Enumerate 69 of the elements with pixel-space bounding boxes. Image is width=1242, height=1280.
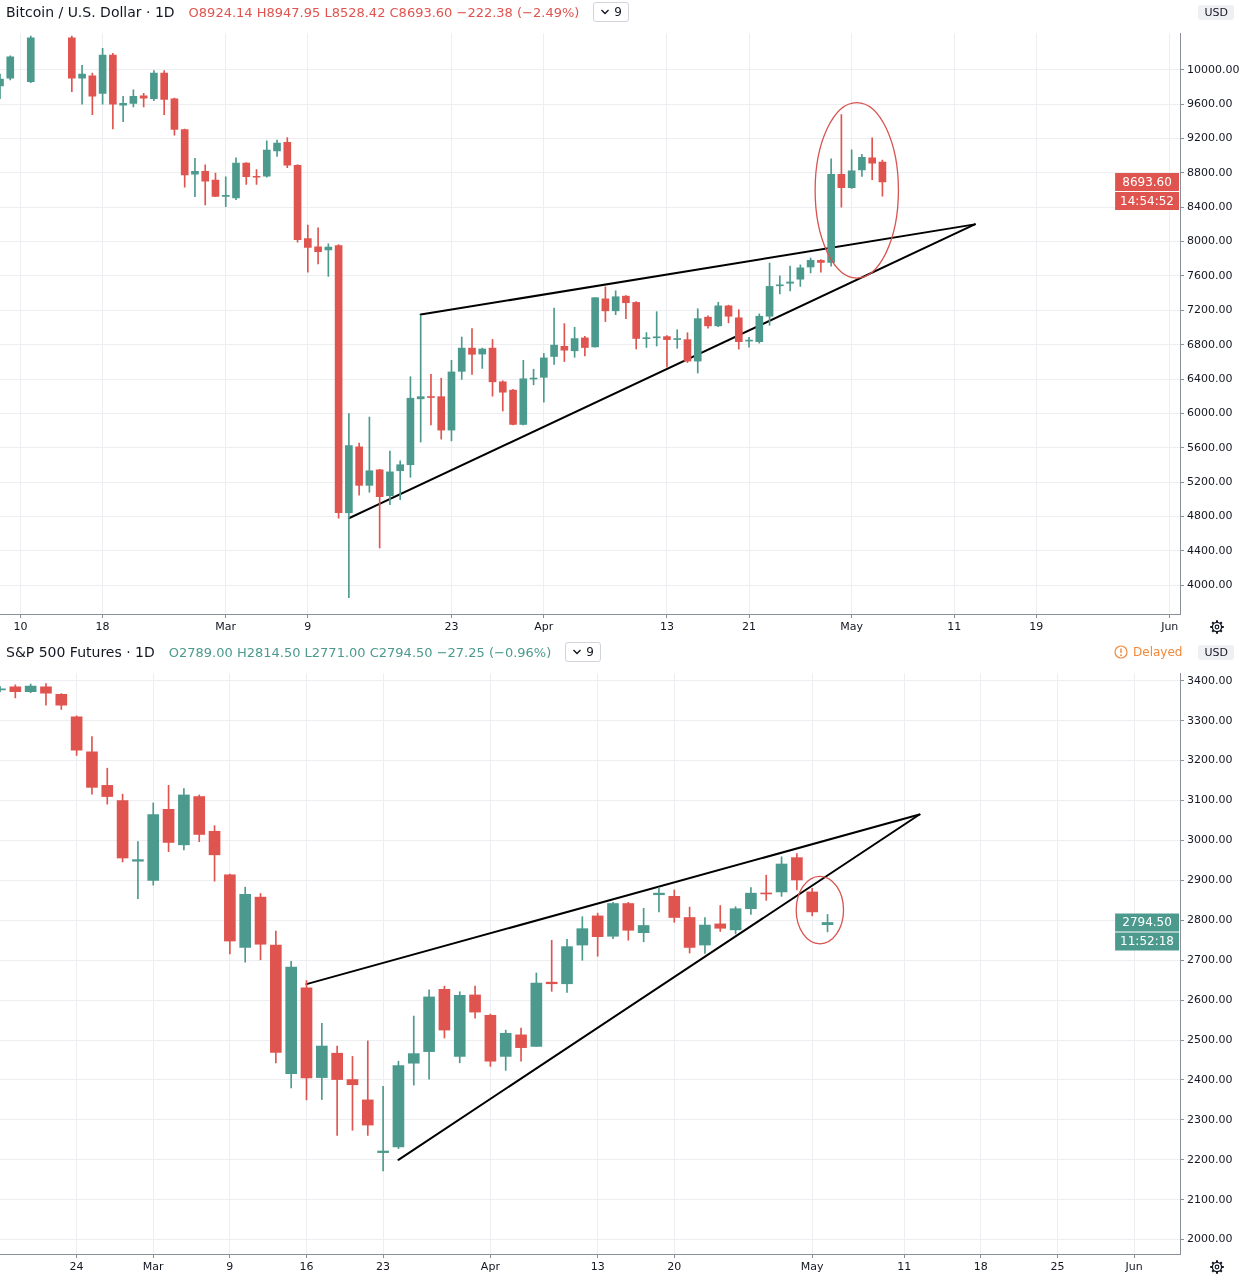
y-tick-label: 3000.00 — [1187, 833, 1233, 847]
y-tick-label: 8000.00 — [1187, 234, 1233, 248]
y-tick-label: 2500.00 — [1187, 1032, 1233, 1046]
x-tick-label: 9 — [226, 1260, 234, 1274]
y-tick-label: 3100.00 — [1187, 793, 1233, 807]
x-tick-label: 11 — [897, 1260, 912, 1274]
annotation: 2794.50 — [1122, 915, 1172, 930]
x-tick-label: 23 — [376, 1260, 391, 1274]
y-axis-title: USD — [1198, 644, 1234, 660]
x-tick-label: Jun — [1124, 1260, 1143, 1274]
y-tick-label: 2100.00 — [1187, 1192, 1233, 1206]
chart-title: Bitcoin / U.S. Dollar · 1D — [6, 4, 175, 20]
y-tick-label: 2800.00 — [1187, 913, 1233, 927]
y-tick-label: 2000.00 — [1187, 1232, 1233, 1246]
text: 9 — [614, 5, 622, 19]
chart-title: S&P 500 Futures · 1D — [6, 644, 155, 660]
annotation: 8693.60 — [1122, 174, 1172, 189]
y-tick-label: 2600.00 — [1187, 992, 1233, 1006]
x-tick-label: 13 — [659, 620, 674, 634]
y-tick-label: 2700.00 — [1187, 953, 1233, 967]
y-tick-label: 6000.00 — [1187, 406, 1233, 420]
x-tick-label: Apr — [480, 1260, 501, 1274]
text: Delayed — [1133, 645, 1183, 659]
y-tick-label: 3200.00 — [1187, 753, 1233, 767]
x-tick-label: 16 — [299, 1260, 314, 1274]
x-tick-label: 24 — [69, 1260, 84, 1274]
y-tick-label: 10000.00 — [1187, 62, 1240, 76]
chart-subtitle: O8924.14 H8947.95 L8528.42 C8693.60 −222.38 (−2.49%) — [188, 4, 580, 20]
x-tick-label: 9 — [304, 620, 312, 634]
y-tick-label: 6800.00 — [1187, 337, 1233, 351]
y-tick-label: 5200.00 — [1187, 475, 1233, 489]
x-tick-label: Mar — [142, 1260, 165, 1274]
chart-subtitle: O2789.00 H2814.50 L2771.00 C2794.50 −27.25 (−0.96%) — [168, 644, 552, 660]
y-tick-label: 8400.00 — [1187, 200, 1233, 214]
x-tick-label: 21 — [742, 620, 757, 634]
y-tick-label: 9200.00 — [1187, 131, 1233, 145]
y-tick-label: 5600.00 — [1187, 440, 1233, 454]
x-tick-label: 25 — [1050, 1260, 1065, 1274]
x-tick-label: 18 — [95, 620, 110, 634]
y-tick-label: 4000.00 — [1187, 578, 1233, 592]
y-tick-label: 2400.00 — [1187, 1072, 1233, 1086]
annotation: 14:54:52 — [1120, 193, 1175, 208]
y-tick-label: 4800.00 — [1187, 509, 1233, 523]
y-tick-label: 3400.00 — [1187, 673, 1233, 687]
y-tick-label: 9600.00 — [1187, 96, 1233, 110]
x-tick-label: 10 — [13, 620, 28, 634]
x-tick-label: Mar — [215, 620, 237, 634]
y-tick-label: 7200.00 — [1187, 303, 1233, 317]
annotation: 11:52:18 — [1120, 934, 1175, 949]
x-tick-label: 23 — [444, 620, 459, 634]
y-tick-label: 2200.00 — [1187, 1152, 1233, 1166]
x-tick-label: 19 — [1029, 620, 1044, 634]
y-tick-label: 3300.00 — [1187, 713, 1233, 727]
x-tick-label: Jun — [1160, 620, 1179, 634]
x-tick-label: 18 — [973, 1260, 988, 1274]
x-tick-label: May — [840, 620, 864, 634]
y-tick-label: 7600.00 — [1187, 268, 1233, 282]
text: 9 — [586, 645, 594, 659]
x-tick-label: May — [800, 1260, 825, 1274]
x-tick-label: Apr — [534, 620, 554, 634]
y-tick-label: 8800.00 — [1187, 165, 1233, 179]
y-axis-title: USD — [1198, 4, 1234, 20]
x-tick-label: 13 — [590, 1260, 605, 1274]
y-tick-label: 2900.00 — [1187, 873, 1233, 887]
y-tick-label: 4400.00 — [1187, 543, 1233, 557]
y-tick-label: 6400.00 — [1187, 371, 1233, 385]
x-tick-label: 11 — [947, 620, 962, 634]
x-tick-label: 20 — [667, 1260, 682, 1274]
y-tick-label: 2300.00 — [1187, 1112, 1233, 1126]
